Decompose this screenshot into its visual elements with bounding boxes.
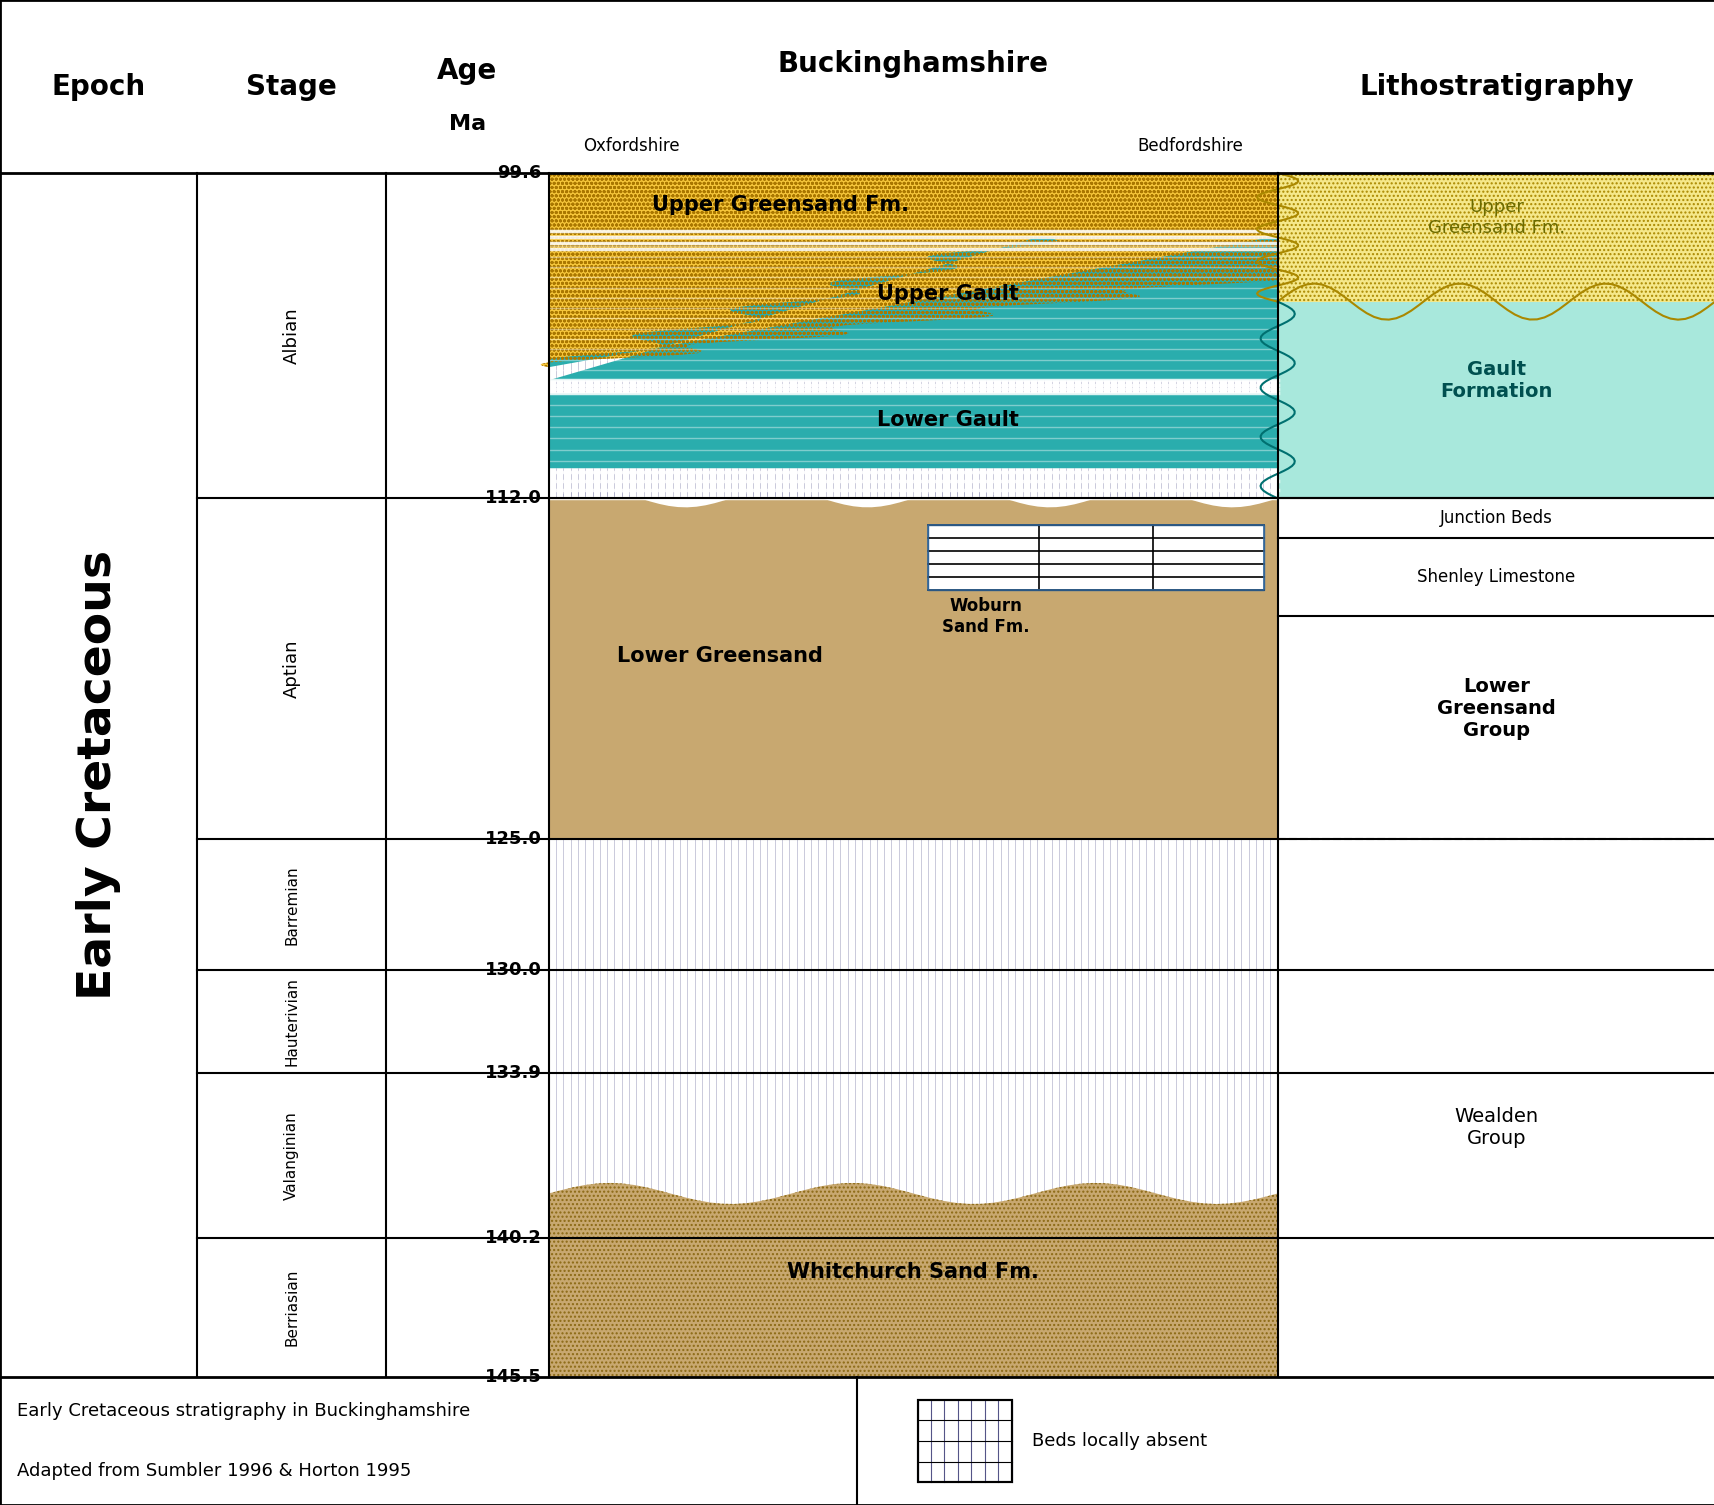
Text: Woburn
Sand Fm.: Woburn Sand Fm. (941, 597, 1030, 635)
Text: Shenley Limestone: Shenley Limestone (1416, 567, 1575, 585)
Bar (917, 1400, 1011, 1482)
Text: Ma: Ma (449, 114, 485, 134)
Text: 112.0: 112.0 (485, 489, 542, 507)
Text: Berriasian: Berriasian (285, 1269, 298, 1347)
Text: Valanginian: Valanginian (285, 1111, 298, 1199)
Text: 99.6: 99.6 (497, 164, 542, 182)
Bar (917, 1400, 1011, 1482)
Text: Gault
Formation: Gault Formation (1440, 360, 1551, 400)
Text: Whitchurch Sand Fm.: Whitchurch Sand Fm. (787, 1263, 1039, 1282)
Text: 145.5: 145.5 (485, 1368, 542, 1386)
Text: Upper Gault: Upper Gault (876, 284, 1018, 304)
Text: Albian: Albian (283, 307, 300, 364)
Text: Lower Greensand: Lower Greensand (617, 646, 823, 665)
Text: Epoch: Epoch (51, 72, 146, 101)
Text: Beds locally absent: Beds locally absent (1032, 1433, 1207, 1449)
Bar (548, 498, 1277, 840)
Text: Stage: Stage (247, 72, 336, 101)
Bar (927, 525, 1263, 590)
Text: Upper Greensand Fm.: Upper Greensand Fm. (651, 194, 908, 215)
Text: Early Cretaceous: Early Cretaceous (75, 549, 122, 1001)
Bar (1277, 173, 1714, 301)
Text: Hauterivian: Hauterivian (285, 977, 298, 1066)
Text: Age: Age (437, 57, 497, 86)
Text: Buckinghamshire: Buckinghamshire (776, 50, 1049, 78)
Text: Junction Beds: Junction Beds (1440, 509, 1551, 527)
Text: Wealden
Group: Wealden Group (1453, 1108, 1537, 1148)
Polygon shape (548, 1183, 1277, 1377)
Text: Bedfordshire: Bedfordshire (1136, 137, 1243, 155)
Text: Lower
Greensand
Group: Lower Greensand Group (1436, 677, 1555, 739)
Text: Adapted from Sumbler 1996 & Horton 1995: Adapted from Sumbler 1996 & Horton 1995 (17, 1463, 411, 1479)
Bar (927, 525, 1263, 590)
Bar (548, 393, 1277, 473)
Bar (1277, 301, 1714, 498)
Text: 133.9: 133.9 (485, 1064, 542, 1082)
Text: 140.2: 140.2 (485, 1230, 542, 1248)
Text: 130.0: 130.0 (485, 962, 542, 980)
Bar (1277, 173, 1714, 301)
Text: 125.0: 125.0 (485, 831, 542, 849)
Text: Aptian: Aptian (283, 640, 300, 698)
Text: Oxfordshire: Oxfordshire (583, 137, 679, 155)
Polygon shape (548, 236, 1277, 381)
Text: Lower Gault: Lower Gault (876, 409, 1018, 429)
Polygon shape (540, 173, 1286, 367)
Text: Early Cretaceous stratigraphy in Buckinghamshire: Early Cretaceous stratigraphy in Bucking… (17, 1403, 470, 1419)
Text: Barremian: Barremian (285, 865, 298, 945)
Text: Lithostratigraphy: Lithostratigraphy (1357, 72, 1633, 101)
Polygon shape (548, 468, 1277, 507)
Text: Upper
Greensand Fm.: Upper Greensand Fm. (1428, 199, 1563, 238)
